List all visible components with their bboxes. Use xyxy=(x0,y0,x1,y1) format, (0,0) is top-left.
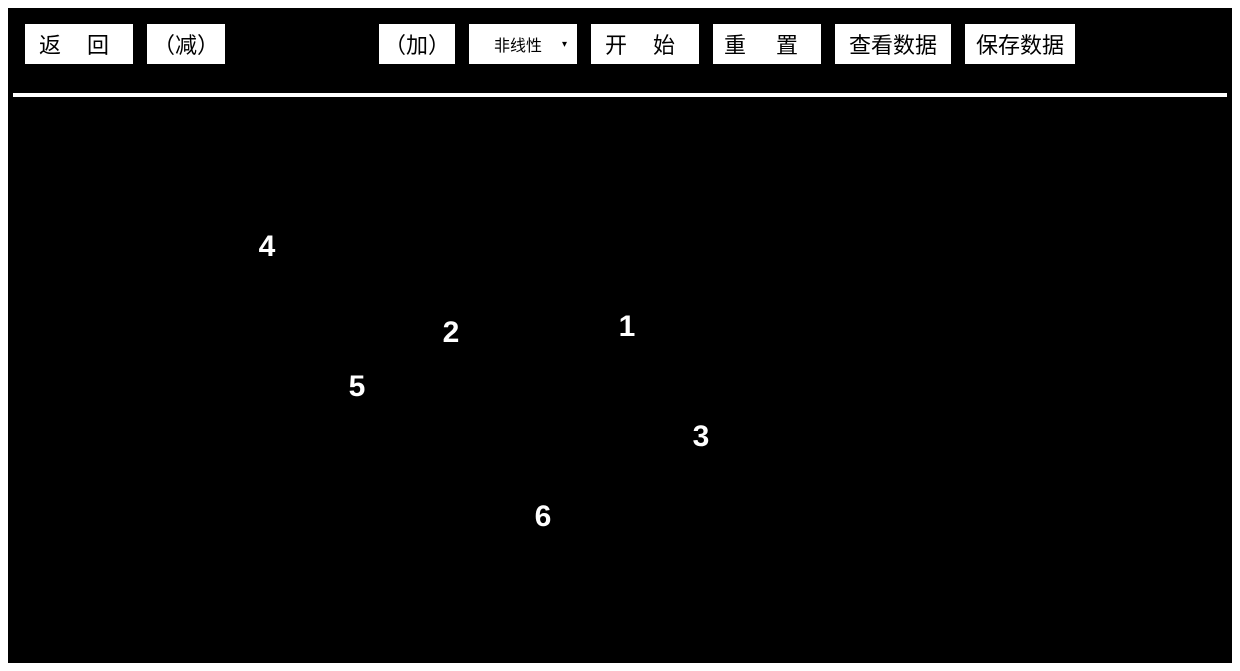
point-3: 3 xyxy=(693,420,710,454)
point-1: 1 xyxy=(619,310,636,344)
start-button[interactable]: 开 始 xyxy=(591,24,699,64)
point-2: 2 xyxy=(443,316,460,350)
point-4: 4 xyxy=(259,230,276,264)
point-5: 5 xyxy=(349,370,366,404)
mode-select[interactable]: 非线性 ▾ xyxy=(469,24,577,64)
view-data-button[interactable]: 查看数据 xyxy=(835,24,951,64)
back-button[interactable]: 返 回 xyxy=(25,24,133,64)
save-data-button[interactable]: 保存数据 xyxy=(965,24,1075,64)
mode-select-value: 非线性 xyxy=(494,32,542,56)
reset-button[interactable]: 重 置 xyxy=(713,24,821,64)
increase-button[interactable]: （加） xyxy=(379,24,455,64)
point-6: 6 xyxy=(535,500,552,534)
app-window: 返 回 （减） （加） 非线性 ▾ 开 始 重 置 查看数据 保存数据 1 2 3 4… xyxy=(8,8,1232,663)
toolbar: 返 回 （减） （加） 非线性 ▾ 开 始 重 置 查看数据 保存数据 xyxy=(13,13,1227,75)
canvas-area: 1 2 3 4 5 6 xyxy=(13,93,1227,658)
chevron-down-icon: ▾ xyxy=(562,39,567,50)
decrease-button[interactable]: （减） xyxy=(147,24,225,64)
